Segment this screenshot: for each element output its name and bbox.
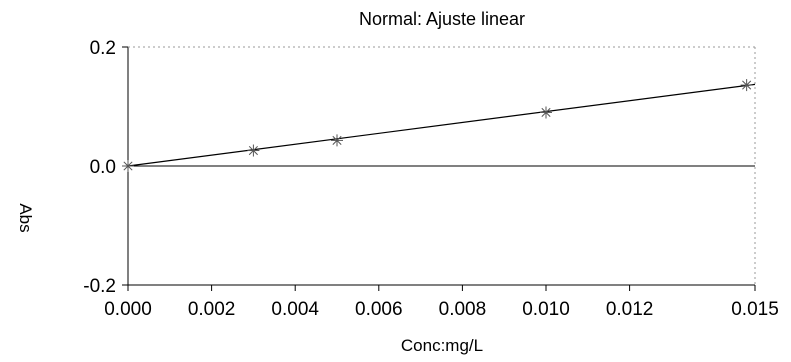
y-tick-label: 0.2 bbox=[90, 38, 116, 59]
y-axis-title: Abs bbox=[16, 203, 35, 232]
data-point bbox=[247, 144, 260, 157]
x-tick-label: 0.008 bbox=[439, 299, 487, 320]
plot-area: -0.2 0.0 0.2 0.000 0.002 0.004 0.006 0.008 0.010… bbox=[83, 38, 779, 320]
x-tick-label: 0.004 bbox=[271, 299, 319, 320]
data-point bbox=[331, 134, 343, 147]
y-tick-label: -0.2 bbox=[83, 276, 116, 297]
x-tick-label: 0.002 bbox=[188, 299, 236, 320]
x-tick-label: 0.000 bbox=[104, 299, 152, 320]
x-tick-label: 0.010 bbox=[522, 299, 570, 320]
fit-line bbox=[127, 83, 756, 167]
x-axis-title: Conc:mg/L bbox=[401, 336, 483, 355]
chart-title: Normal: Ajuste linear bbox=[359, 9, 525, 29]
data-point bbox=[540, 106, 552, 119]
x-tick-label: 0.006 bbox=[355, 299, 403, 320]
y-tick-label: 0.0 bbox=[90, 157, 116, 178]
data-point bbox=[740, 79, 753, 92]
data-point bbox=[122, 160, 134, 172]
x-tick-label: 0.012 bbox=[606, 299, 654, 320]
x-tick-label: 0.015 bbox=[731, 299, 779, 320]
